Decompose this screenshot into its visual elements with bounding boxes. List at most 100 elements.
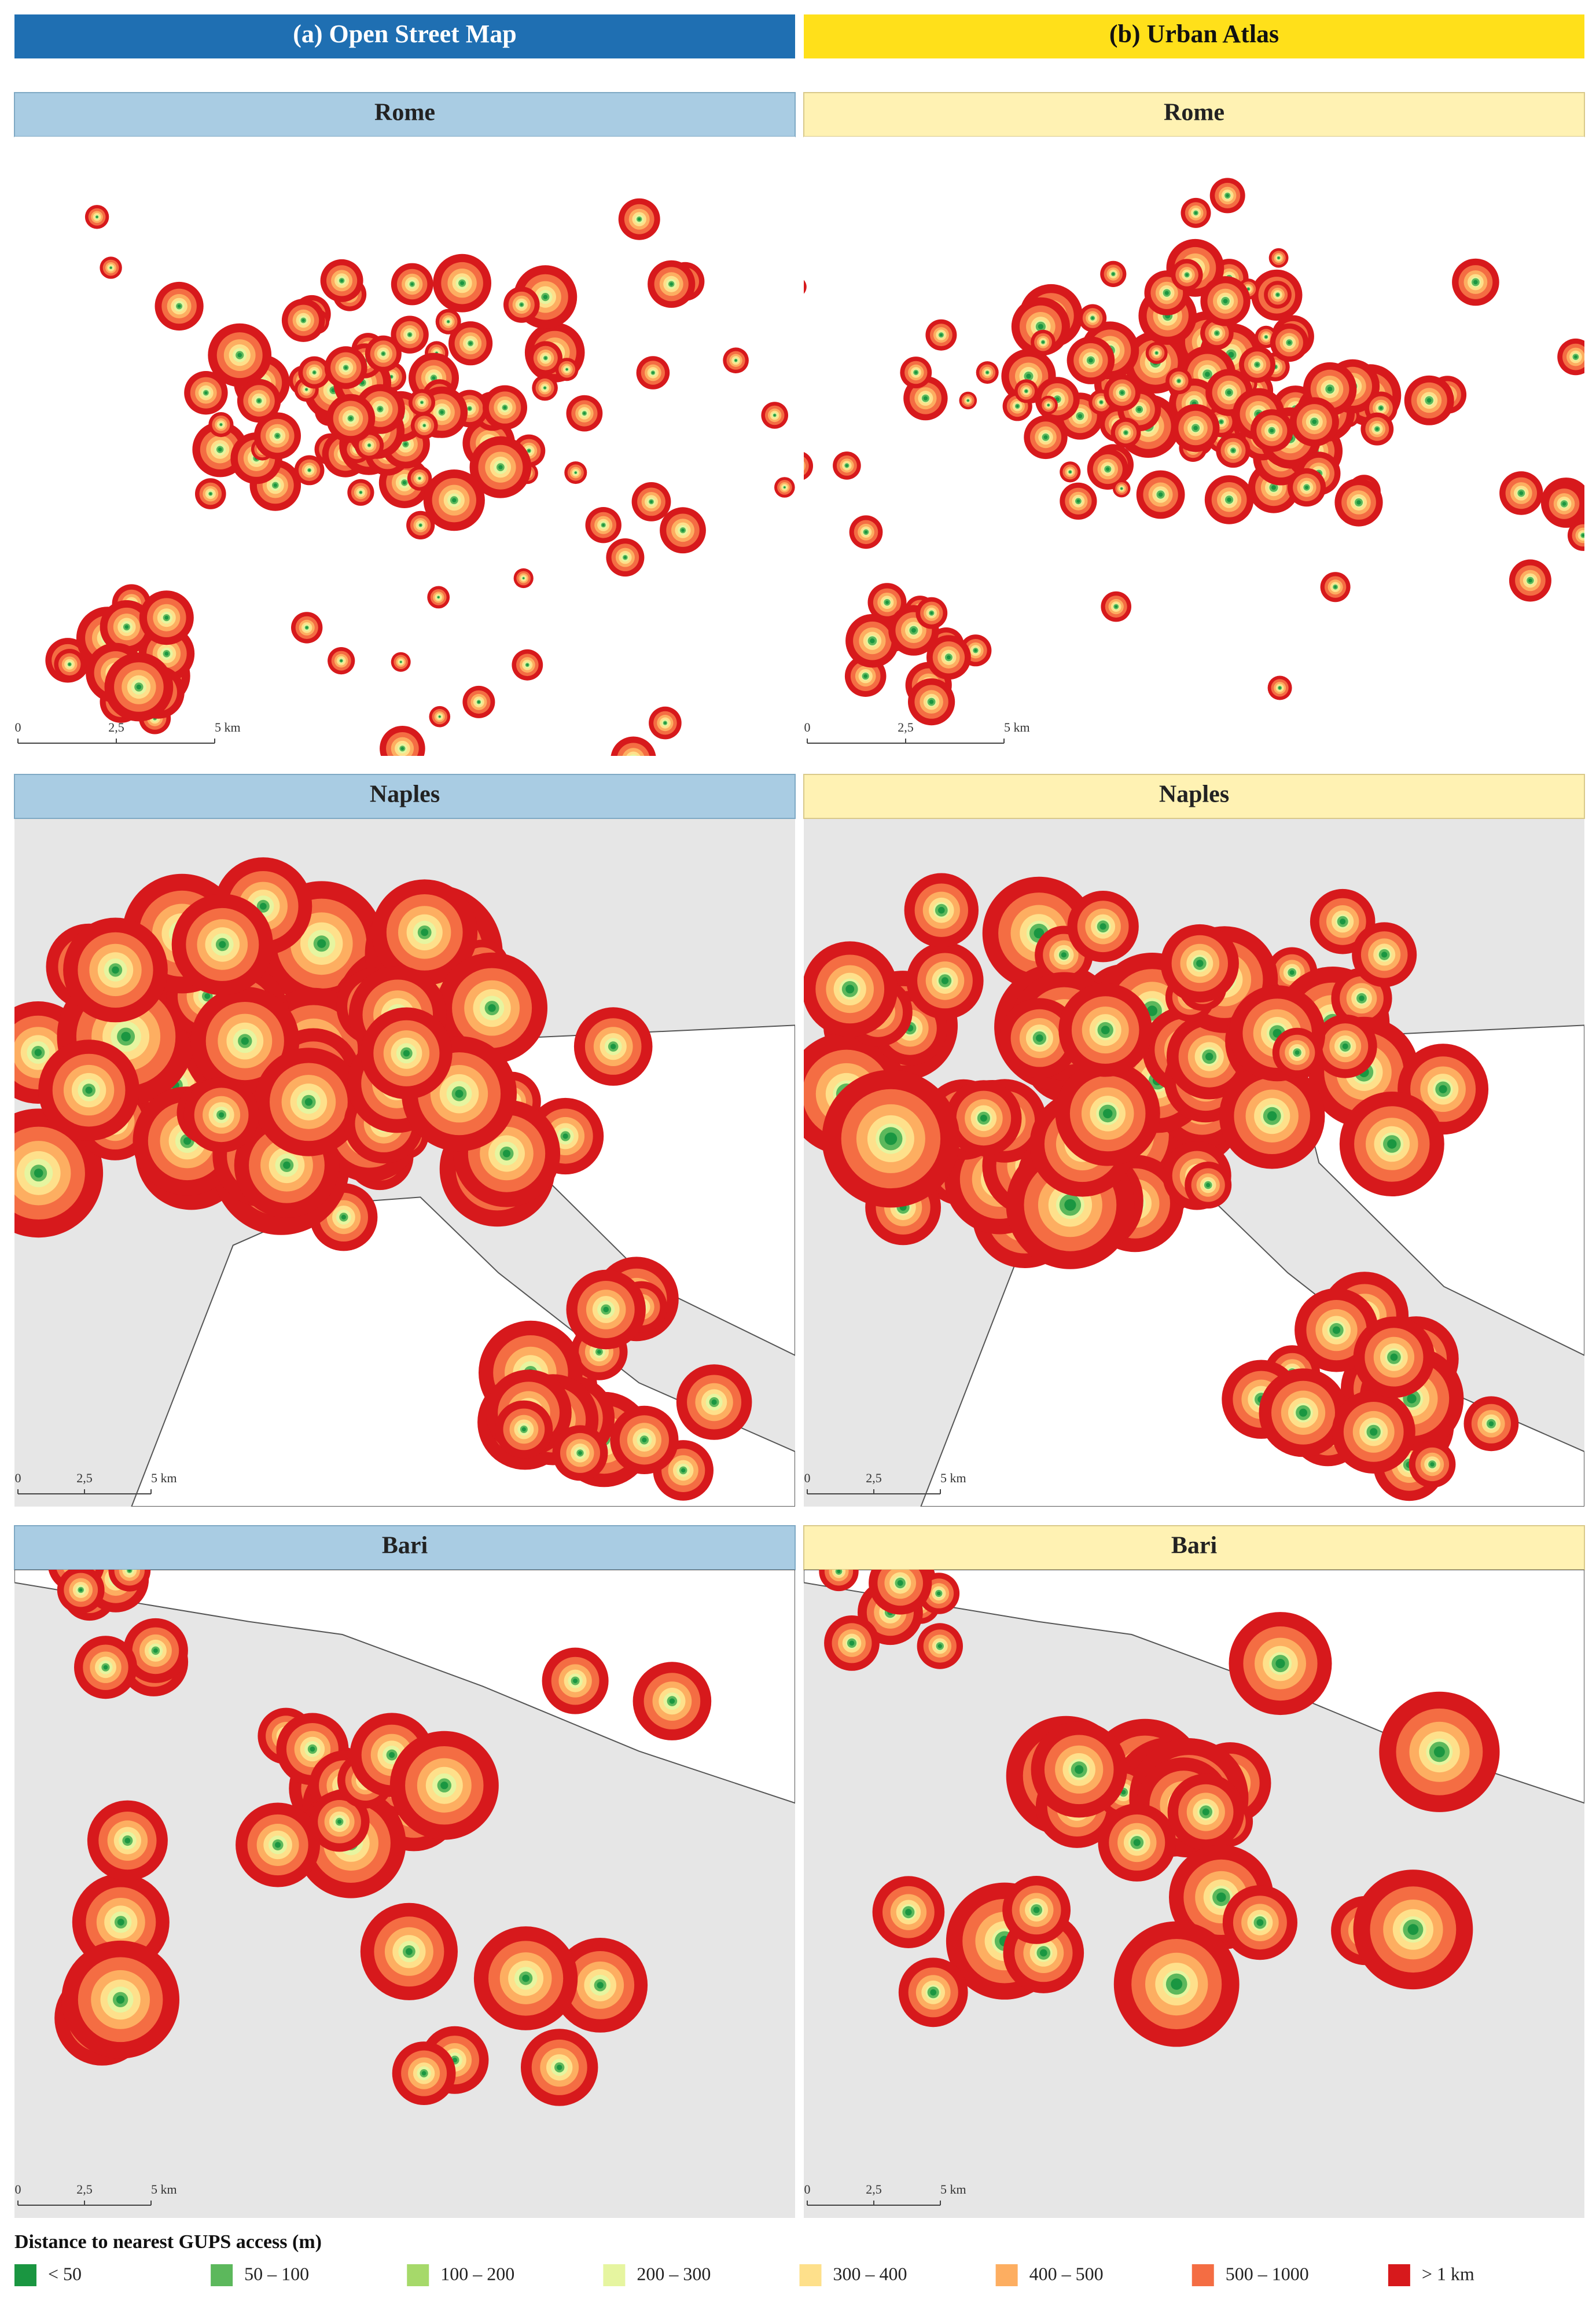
access-zone: [1271, 485, 1276, 490]
legend-label: 50 – 100: [244, 2263, 309, 2284]
column-header: (b) Urban Atlas: [1109, 20, 1279, 48]
city-bar: [803, 1525, 1585, 1570]
access-zone: [1226, 194, 1229, 197]
access-zone: [630, 754, 637, 756]
access-zone: [1133, 1839, 1141, 1846]
access-zone: [301, 318, 305, 322]
access-zone: [980, 1114, 987, 1122]
scale-label: 2,5: [898, 720, 914, 734]
access-zone: [1528, 578, 1532, 583]
access-zone: [1227, 390, 1231, 395]
access-zone: [863, 674, 867, 678]
access-zone: [1582, 534, 1584, 537]
access-zone: [421, 2071, 426, 2076]
access-zone: [303, 756, 322, 776]
access-zone: [204, 993, 211, 999]
access-zone: [349, 416, 353, 420]
access-zone: [1099, 923, 1106, 930]
access-zone: [914, 371, 918, 374]
legend-swatch: [407, 2264, 429, 2286]
access-zone: [1137, 407, 1142, 412]
access-zone: [406, 1948, 413, 1955]
access-zone: [1574, 355, 1577, 359]
scale-label: 0: [804, 1471, 811, 1485]
access-zone: [1390, 1353, 1398, 1361]
access-zone: [597, 1350, 601, 1354]
access-zone: [359, 491, 362, 494]
access-zone: [1519, 491, 1524, 495]
column-header-box: [14, 14, 795, 58]
access-zone: [420, 524, 422, 527]
access-zone: [403, 1050, 410, 1057]
access-zone: [368, 444, 370, 447]
access-zone: [1270, 428, 1274, 433]
access-zone: [275, 434, 280, 438]
access-zone: [1036, 1034, 1043, 1042]
access-zone: [626, 751, 641, 756]
legend-label: 500 – 1000: [1226, 2263, 1309, 2284]
city-bar: [14, 92, 796, 137]
access-zone: [418, 477, 421, 479]
legend-label: 300 – 400: [833, 2263, 907, 2284]
access-zone: [1312, 419, 1317, 424]
access-zone: [1185, 273, 1189, 277]
access-zone: [946, 655, 951, 660]
access-zone: [1488, 1421, 1494, 1427]
access-zone: [624, 556, 627, 559]
access-zone: [583, 412, 586, 415]
access-zone: [68, 663, 71, 666]
access-zone: [1381, 952, 1388, 958]
access-zone: [1215, 332, 1219, 335]
map: [804, 819, 1584, 1507]
access-zone: [681, 528, 685, 532]
access-zone: [1430, 1462, 1435, 1467]
access-zone: [974, 649, 977, 652]
access-zone: [784, 486, 786, 488]
access-zone: [1026, 373, 1031, 379]
access-zone: [939, 333, 943, 337]
access-zone: [638, 218, 641, 221]
access-zone: [923, 396, 928, 401]
access-zone: [440, 1782, 448, 1790]
access-zone: [1278, 257, 1280, 259]
access-zone: [1069, 471, 1071, 473]
access-zone: [440, 410, 444, 414]
access-zone: [503, 1149, 510, 1158]
access-zone: [1101, 1026, 1110, 1034]
legend-swatch: [995, 2264, 1018, 2286]
access-zone: [241, 1037, 249, 1045]
access-zone: [611, 1044, 616, 1049]
access-zone: [468, 407, 471, 410]
access-zone: [259, 902, 267, 910]
map: [804, 1570, 1584, 2218]
access-zone: [421, 401, 423, 403]
access-zone: [1216, 1892, 1226, 1902]
access-zone: [681, 1468, 686, 1473]
legend-swatch: [14, 2264, 36, 2286]
access-zone: [1202, 1808, 1209, 1816]
access-zone: [337, 1819, 342, 1824]
legend-label: 400 – 500: [1029, 2263, 1104, 2284]
access-zone: [1088, 358, 1093, 363]
city-title: Rome: [374, 100, 435, 126]
access-zone: [804, 457, 809, 475]
access-zone: [1295, 1050, 1300, 1055]
access-zone: [1115, 605, 1118, 608]
access-zone: [378, 407, 382, 411]
scale-label: 0: [15, 2182, 21, 2197]
access-zone: [390, 376, 393, 378]
access-zone: [1193, 425, 1198, 431]
access-zone: [845, 464, 848, 467]
access-zone: [304, 1098, 313, 1106]
access-zone: [1433, 1746, 1445, 1758]
access-zone: [1340, 919, 1346, 925]
access-zone: [460, 281, 465, 285]
access-zone: [455, 1089, 464, 1098]
access-zone: [1106, 467, 1110, 471]
access-zone: [573, 1678, 578, 1684]
city-bar: [803, 774, 1585, 819]
access-zone: [112, 966, 119, 974]
access-zone: [209, 493, 212, 495]
access-zone: [306, 759, 320, 773]
access-zone: [575, 472, 577, 473]
